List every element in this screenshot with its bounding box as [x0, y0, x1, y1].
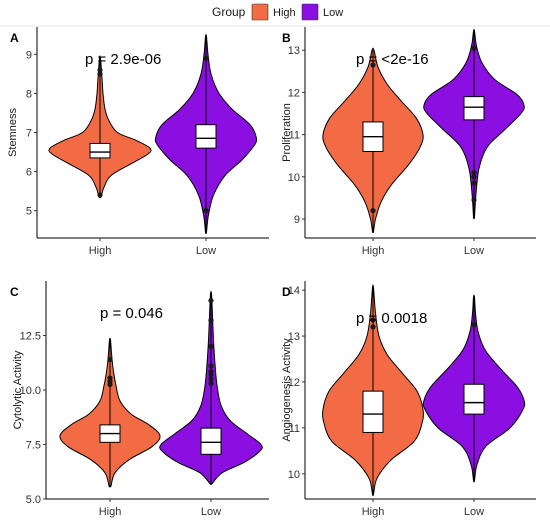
y-tick-label: 8	[26, 88, 32, 100]
outlier-point	[208, 317, 214, 323]
outlier-point	[370, 317, 376, 323]
legend-swatch-low	[301, 3, 319, 21]
outlier-point	[208, 298, 214, 304]
y-tick-label: 5.0	[26, 494, 41, 506]
legend-label-high: High	[273, 7, 296, 19]
outlier-point	[97, 67, 103, 73]
outlier-point	[97, 71, 103, 77]
outlier-point	[107, 356, 113, 363]
y-tick-label: 9	[26, 49, 32, 61]
legend-label-low: Low	[323, 7, 343, 19]
y-tick-label: 14	[288, 285, 300, 297]
x-tick-label: Low	[201, 506, 221, 518]
p-value-label: p = 0.046	[100, 305, 163, 322]
panel-d: D 10 11 12 13 14 High Low Angiogenesis Activity p…	[281, 281, 536, 518]
x-tick-label: Low	[464, 506, 484, 518]
outlier-point	[370, 207, 376, 214]
outlier-point	[97, 192, 103, 198]
y-tick-label: 10	[288, 469, 300, 481]
box-high	[362, 390, 384, 433]
outlier-point	[208, 368, 214, 375]
y-tick-label: 5	[26, 206, 32, 218]
legend-swatch-high	[251, 3, 269, 21]
outlier-point	[471, 174, 477, 180]
p-value-label: p = <2e-16	[356, 51, 429, 68]
outlier-point	[471, 169, 477, 176]
legend: Group High Low	[212, 3, 343, 21]
y-tick-label: 11	[289, 423, 300, 435]
box-low	[463, 383, 485, 415]
outlier-point	[203, 208, 209, 214]
outlier-point	[370, 62, 376, 68]
x-tick-label: Low	[464, 245, 484, 257]
panel-label: A	[10, 31, 19, 45]
outlier-point	[208, 363, 214, 369]
y-axis-title: Proliferation	[281, 103, 293, 162]
box-low	[463, 96, 485, 121]
outlier-point	[471, 180, 477, 186]
outlier-point	[208, 380, 214, 387]
outlier-point	[208, 343, 214, 349]
x-tick-label: High	[99, 506, 122, 518]
outlier-point	[107, 375, 113, 381]
y-tick-label: 7.5	[26, 440, 41, 452]
panel-b: B 9 10 11 12 13 High Low Proliferation p = <2e-16	[281, 27, 536, 257]
x-tick-label: High	[362, 506, 385, 518]
box-low	[195, 124, 217, 149]
y-tick-label: 11	[289, 130, 300, 142]
y-tick-label: 13	[288, 45, 300, 57]
panel-a: A 5 6 7 8 9 High Low Stemness p = 2.9e-06	[7, 27, 269, 257]
y-tick-label: 10.0	[20, 385, 41, 397]
y-tick-label: 10	[288, 172, 300, 184]
p-value-label: p = 0.0018	[356, 310, 427, 327]
p-value-label: p = 2.9e-06	[85, 51, 161, 68]
outlier-point	[471, 45, 477, 51]
outlier-point	[203, 55, 209, 61]
x-tick-label: Low	[196, 245, 216, 257]
y-tick-label: 6	[26, 167, 32, 179]
y-tick-label: 7	[26, 128, 32, 140]
outlier-point	[370, 324, 376, 330]
panel-label: B	[282, 31, 291, 45]
y-axis-title: Angiogenesis Activity	[281, 338, 293, 442]
panel-label: D	[282, 285, 291, 299]
legend-title: Group	[212, 5, 246, 19]
outlier-point	[471, 197, 477, 203]
x-tick-label: High	[362, 245, 385, 257]
y-axis-title: Stemness	[7, 108, 19, 157]
panel-c: C 5.0 7.5 10.0 12.5 High Low Cytolytic Activity…	[10, 281, 269, 518]
outlier-point	[208, 376, 214, 382]
y-tick-label: 13	[288, 331, 300, 343]
y-tick-label: 12	[288, 377, 300, 389]
box-low	[200, 427, 222, 455]
x-tick-label: High	[89, 245, 112, 257]
y-tick-label: 12.5	[20, 331, 41, 343]
y-tick-label: 9	[294, 214, 300, 226]
box-high	[89, 142, 111, 159]
y-axis-title: Cytolytic Activity	[12, 350, 24, 429]
panel-label: C	[10, 285, 19, 299]
outlier-point	[471, 322, 477, 328]
y-tick-label: 12	[288, 87, 300, 99]
